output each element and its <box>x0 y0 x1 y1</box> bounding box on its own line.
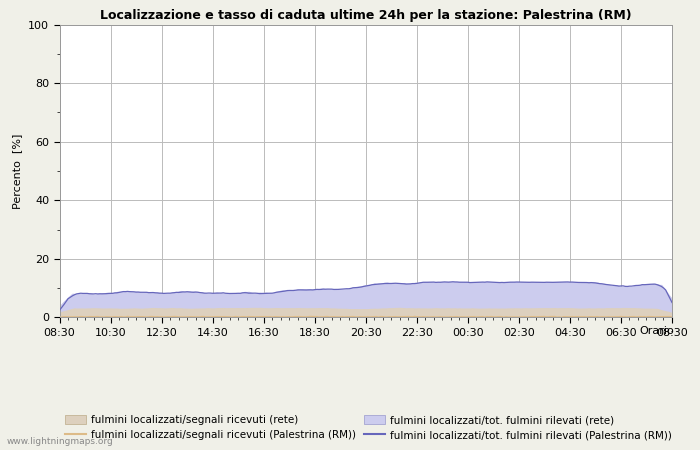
Text: Orario: Orario <box>639 326 674 336</box>
Text: www.lightningmaps.org: www.lightningmaps.org <box>7 436 113 446</box>
Legend: fulmini localizzati/segnali ricevuti (rete), fulmini localizzati/segnali ricevut: fulmini localizzati/segnali ricevuti (re… <box>64 415 672 440</box>
Title: Localizzazione e tasso di caduta ultime 24h per la stazione: Palestrina (RM): Localizzazione e tasso di caduta ultime … <box>100 9 631 22</box>
Y-axis label: Percento  [%]: Percento [%] <box>13 133 22 209</box>
